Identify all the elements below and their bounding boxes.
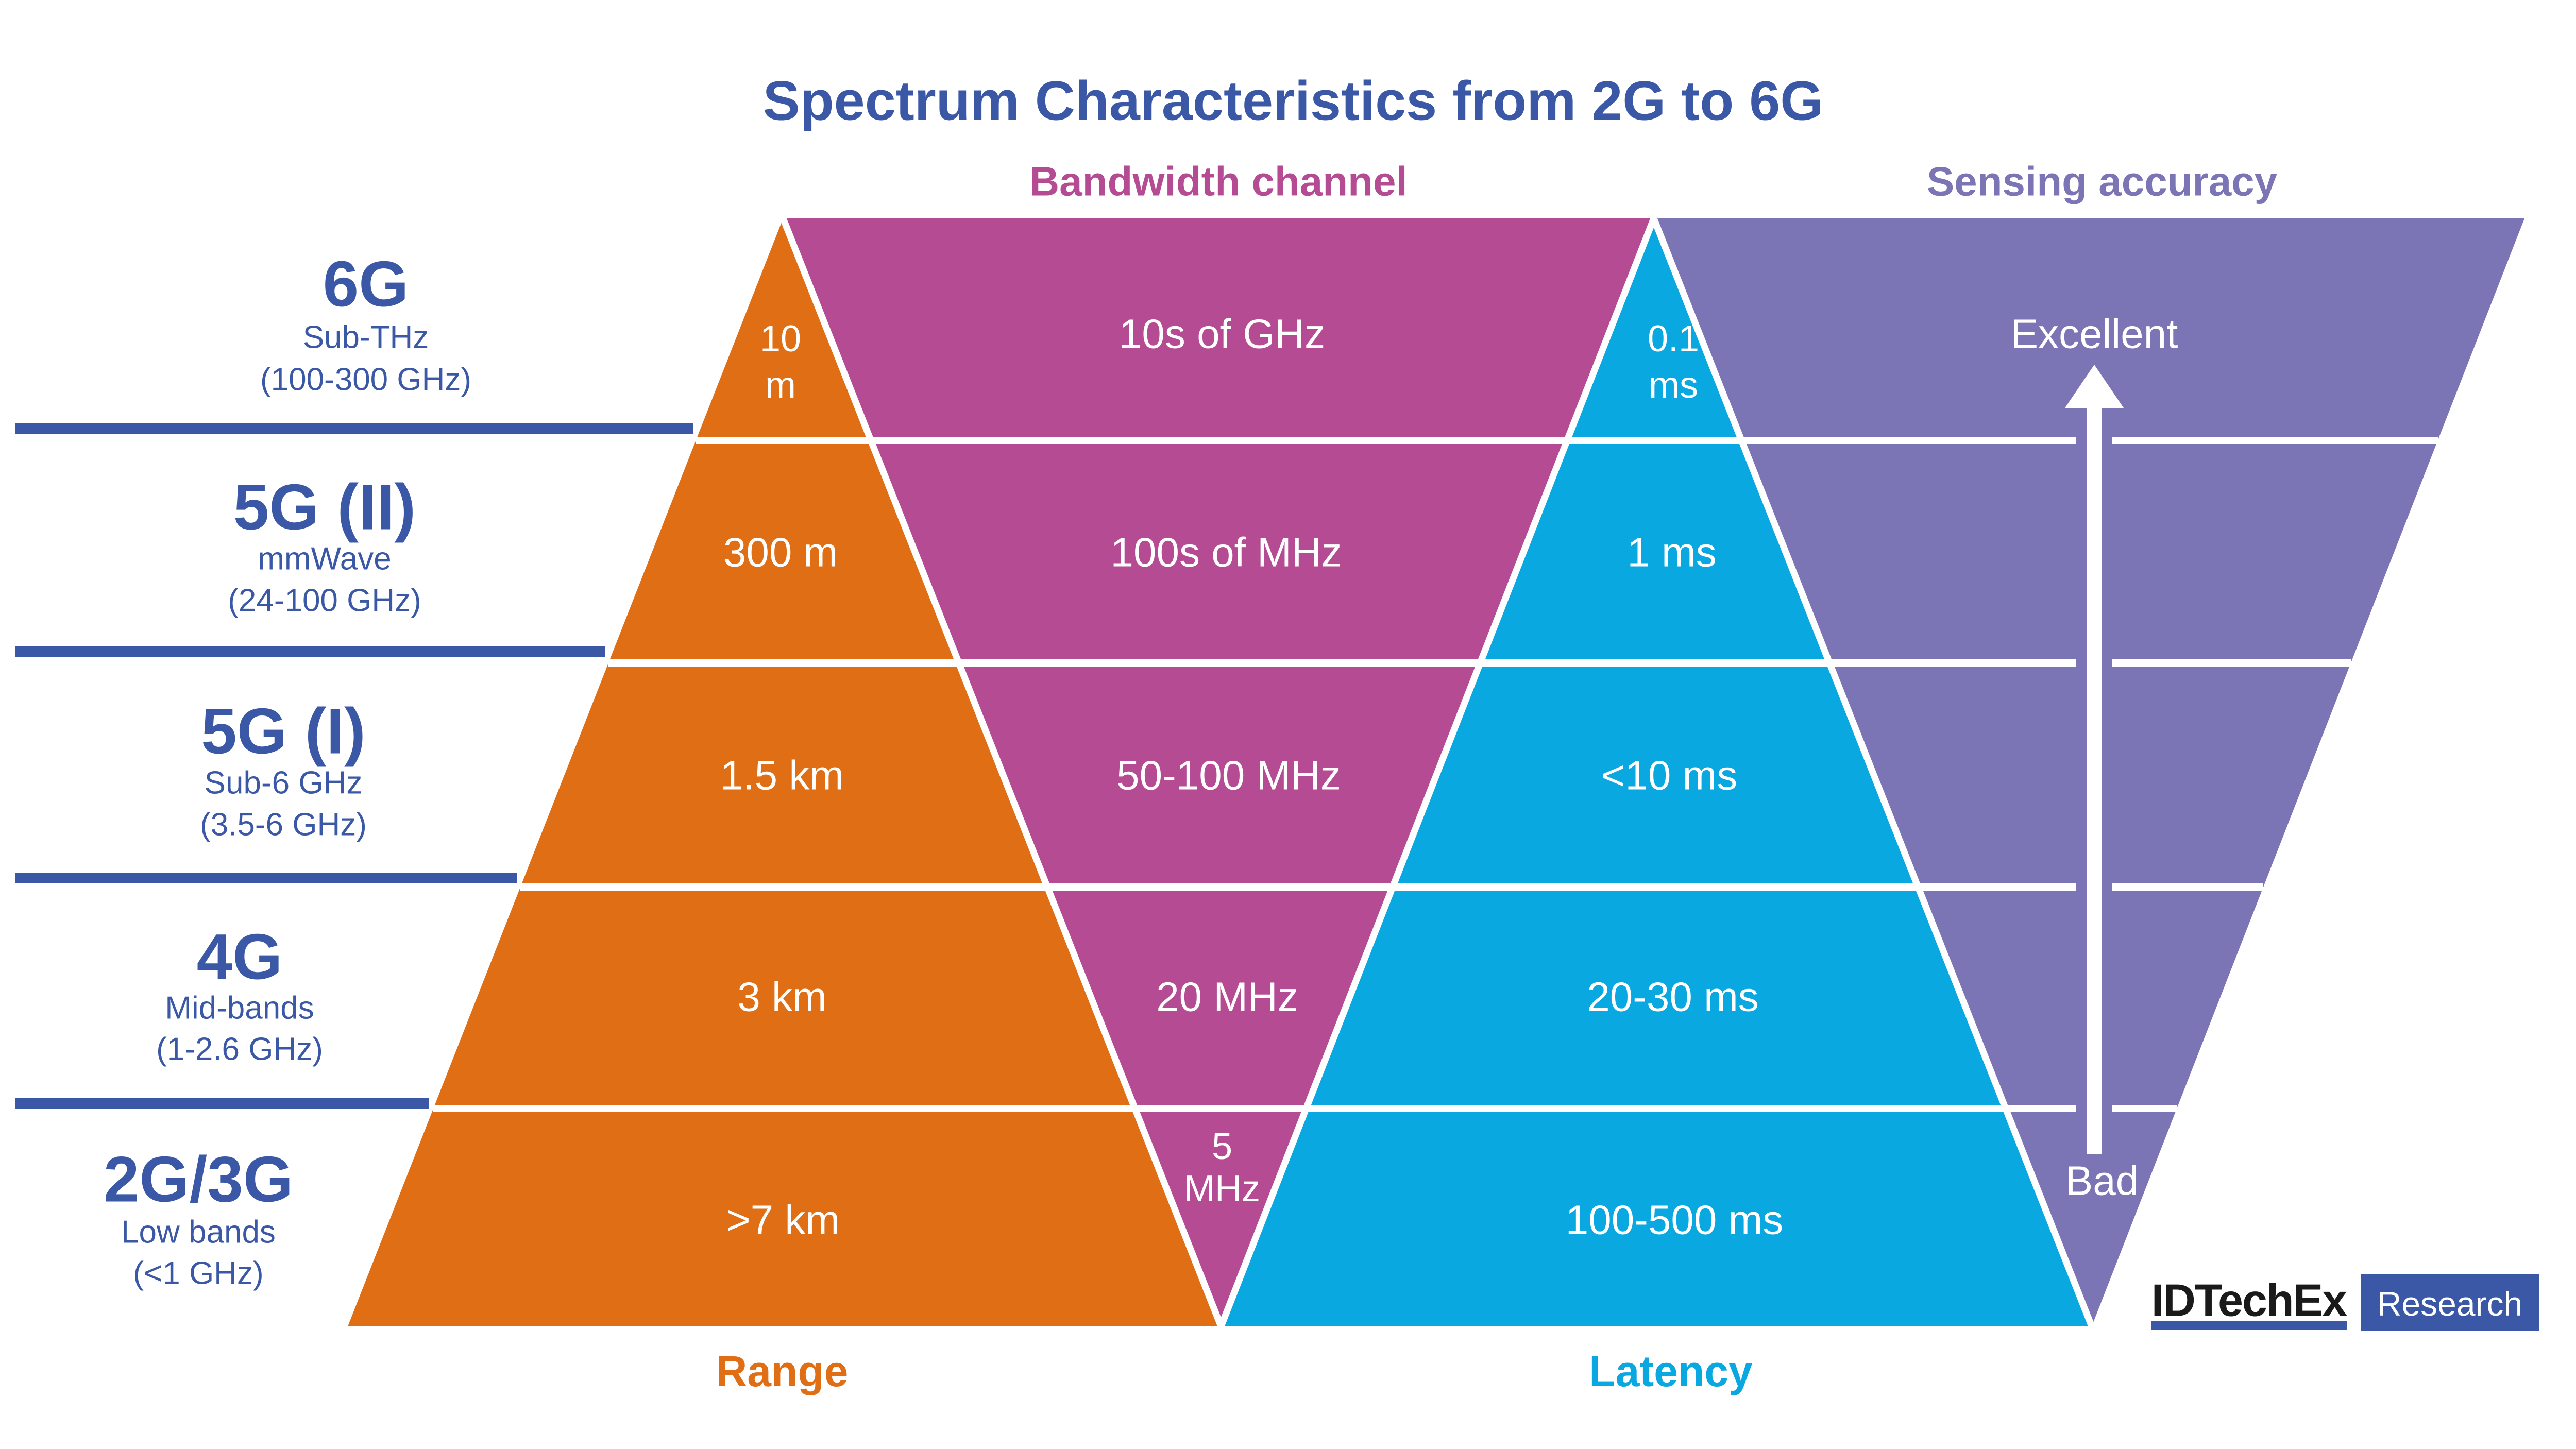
latency-value: ms	[1649, 365, 1698, 406]
generation-freq: (1-2.6 GHz)	[156, 1032, 323, 1067]
latency-value: 0.1	[1648, 318, 1699, 360]
sensing-excellent-label: Excellent	[2011, 311, 2178, 357]
range-value: 1.5 km	[720, 753, 844, 798]
range-values: 10 m 300 m 1.5 km 3 km >7 km	[720, 318, 844, 1243]
bandwidth-value: 50-100 MHz	[1116, 753, 1341, 798]
bandwidth-value: MHz	[1184, 1168, 1260, 1209]
generation-name: 4G	[197, 922, 283, 993]
bandwidth-value: 20 MHz	[1156, 974, 1298, 1020]
generation-band: mmWave	[258, 541, 391, 577]
row-underline	[15, 423, 693, 434]
latency-value: <10 ms	[1601, 753, 1738, 798]
generation-row-underlines	[15, 423, 693, 1109]
generation-freq: (<1 GHz)	[133, 1256, 263, 1291]
generation-name: 5G (II)	[233, 472, 416, 543]
generation-band: Mid-bands	[165, 991, 314, 1026]
row-underline	[15, 873, 517, 883]
sensing-bad-label: Bad	[2065, 1158, 2139, 1204]
arrow-shaft	[2087, 403, 2102, 1154]
generation-name: 5G (I)	[201, 696, 365, 768]
range-value: m	[765, 365, 796, 406]
latency-value: 20-30 ms	[1587, 974, 1758, 1020]
sensing-column-header: Sensing accuracy	[1927, 159, 2278, 204]
page-title: Spectrum Characteristics from 2G to 6G	[763, 70, 1824, 132]
bandwidth-triangle	[783, 218, 1654, 1326]
generation-freq: (24-100 GHz)	[228, 583, 421, 619]
bandwidth-column-header: Bandwidth channel	[1029, 159, 1407, 204]
bandwidth-value: 10s of GHz	[1119, 311, 1325, 357]
arrow-head	[2065, 365, 2124, 408]
latency-value: 1 ms	[1627, 530, 1716, 575]
range-value: >7 km	[726, 1197, 840, 1243]
bandwidth-latency-boundary-line	[1217, 217, 1657, 1328]
range-value: 3 km	[737, 974, 826, 1020]
generation-band: Low bands	[121, 1215, 276, 1250]
generation-freq: (3.5-6 GHz)	[200, 807, 367, 843]
idtechex-logo: IDTechEx Research	[2151, 1274, 2539, 1331]
latency-values: 0.1 ms 1 ms <10 ms 20-30 ms 100-500 ms	[1566, 318, 1783, 1243]
generation-band: Sub-6 GHz	[205, 765, 363, 801]
range-value: 10	[760, 318, 801, 360]
bandwidth-value: 5	[1212, 1126, 1232, 1167]
logo-product-text: Research	[2377, 1285, 2522, 1323]
sensing-improvement-arrow-icon	[2065, 365, 2124, 1154]
generation-freq: (100-300 GHz)	[260, 362, 471, 398]
range-bandwidth-boundary-line	[779, 217, 1225, 1328]
logo-underline	[2151, 1321, 2347, 1330]
generation-name: 2G/3G	[104, 1144, 293, 1216]
generation-band: Sub-THz	[303, 320, 429, 355]
range-axis-label: Range	[716, 1347, 849, 1395]
latency-sensing-boundary-line	[1650, 217, 2095, 1328]
bandwidth-value: 100s of MHz	[1110, 530, 1342, 575]
latency-axis-label: Latency	[1589, 1347, 1753, 1395]
range-value: 300 m	[723, 530, 838, 575]
generation-name: 6G	[323, 249, 409, 320]
latency-triangle	[1221, 218, 2092, 1326]
logo-product-box	[2361, 1274, 2539, 1331]
row-separator-lines	[433, 437, 2438, 1112]
logo-brand-text: IDTechEx	[2151, 1275, 2348, 1326]
range-triangle	[348, 218, 1221, 1326]
generation-labels: 6G Sub-THz (100-300 GHz) 5G (II) mmWave …	[104, 249, 471, 1291]
row-underline	[15, 646, 605, 657]
latency-value: 100-500 ms	[1566, 1197, 1783, 1243]
bandwidth-values: 10s of GHz 100s of MHz 50-100 MHz 20 MHz…	[1110, 311, 1342, 1210]
row-underline	[15, 1098, 429, 1109]
